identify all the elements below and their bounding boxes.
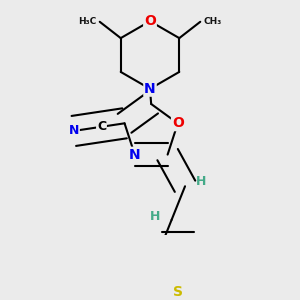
Text: CH₃: CH₃	[204, 17, 222, 26]
Text: H: H	[196, 175, 206, 188]
Text: N: N	[129, 148, 140, 162]
Text: S: S	[173, 285, 183, 299]
Text: H₃C: H₃C	[78, 17, 96, 26]
Text: O: O	[144, 14, 156, 28]
Text: O: O	[172, 116, 184, 130]
Text: H: H	[150, 210, 161, 223]
Text: C: C	[97, 120, 106, 133]
Text: N: N	[69, 124, 79, 137]
Text: N: N	[144, 82, 156, 96]
